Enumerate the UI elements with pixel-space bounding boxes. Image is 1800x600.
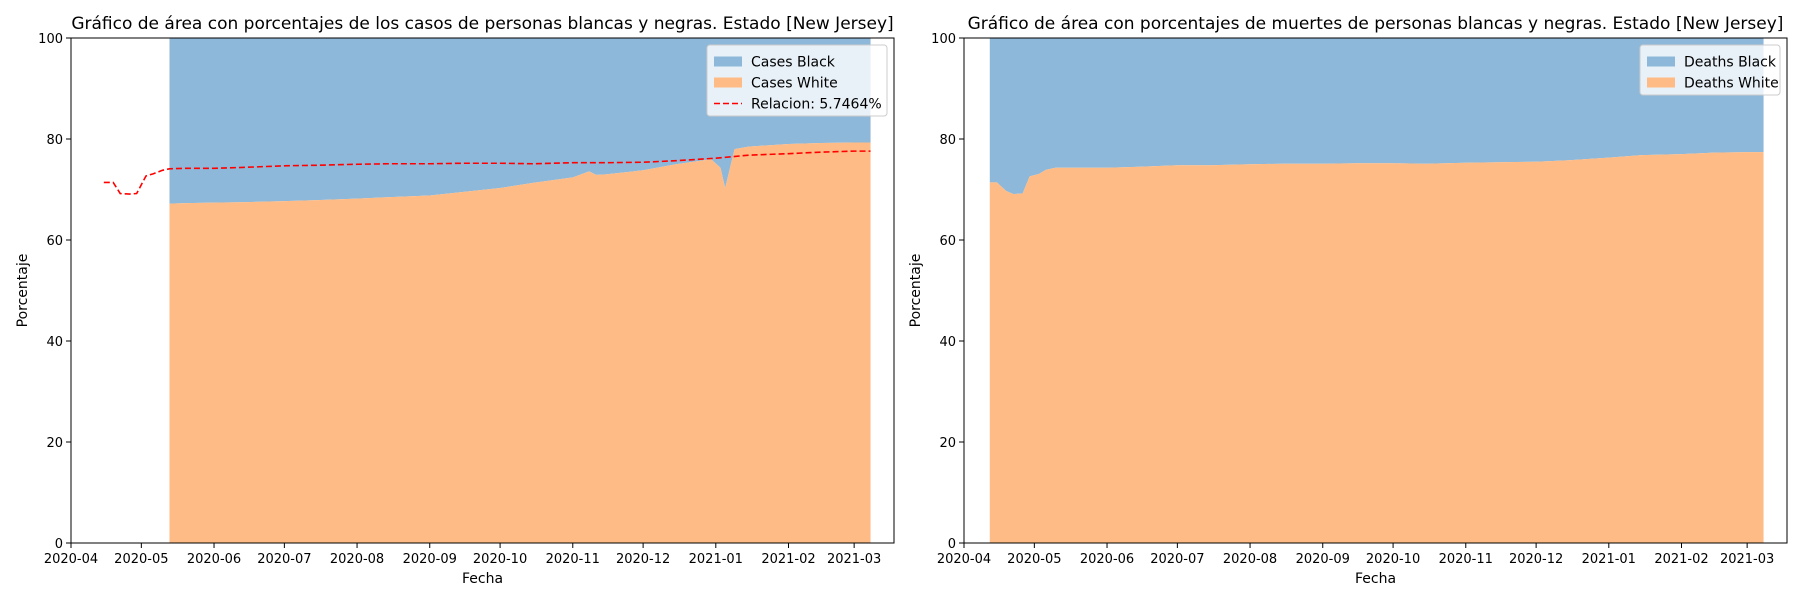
x-tick-label: 2020-04 (937, 552, 991, 567)
y-tick-label: 20 (46, 436, 63, 451)
x-tick-label: 2020-05 (114, 552, 168, 567)
chart-panel-1: 0 20 40 60 80 100 2020-04 2020-05 2020-06 2020-07… (15, 14, 895, 587)
legend-label: Deaths White (1684, 76, 1779, 92)
legend-label: Relacion: 5.7464% (751, 97, 882, 113)
x-tick-label: 2020-11 (1439, 552, 1493, 567)
axes-frame (70, 37, 895, 544)
legend-frame (706, 44, 888, 117)
y-tick-label: 20 (939, 436, 956, 451)
x-tick-label: 2020-07 (257, 552, 311, 567)
x-axis-label: Fecha (1355, 571, 1396, 587)
legend-label: Cases Black (751, 55, 836, 71)
legend: Deaths Black Deaths White (1639, 44, 1781, 96)
chart-title: Gráfico de área con porcentajes de los c… (71, 14, 893, 34)
y-tick-label: 40 (939, 335, 956, 350)
x-tick-label: 2020-04 (44, 552, 98, 567)
y-tick-label: 60 (46, 234, 63, 249)
x-tick-label: 2020-10 (473, 552, 527, 567)
x-tick-label: 2020-08 (330, 552, 384, 567)
legend-swatch (1647, 56, 1675, 67)
area-cases-black (169, 38, 871, 204)
y-tick-label: 80 (939, 133, 956, 148)
y-tick-label: 80 (46, 133, 63, 148)
legend-label: Cases White (751, 76, 838, 92)
legend: Cases Black Cases White Relacion: 5.7464% (706, 44, 888, 117)
area-deaths-black (989, 38, 1764, 195)
chart-title: Gráfico de área con porcentajes de muert… (968, 14, 1784, 34)
x-tick-label: 2020-08 (1223, 552, 1277, 567)
legend-swatch (714, 56, 742, 67)
x-tick-label: 2021-02 (1654, 552, 1708, 567)
x-tick-label: 2020-12 (616, 552, 670, 567)
x-tick-label: 2021-01 (1582, 552, 1636, 567)
y-tick-label: 100 (931, 32, 956, 47)
x-tick-label: 2021-03 (1720, 552, 1774, 567)
x-tick-label: 2021-01 (689, 552, 743, 567)
x-tick-label: 2020-09 (403, 552, 457, 567)
x-axis-label: Fecha (462, 571, 503, 587)
area-cases-white (169, 142, 871, 543)
y-tick-label: 100 (38, 32, 63, 47)
x-tick-label: 2020-12 (1509, 552, 1563, 567)
chart-panel-2: 0 20 40 60 80 100 2020-04 2020-05 2020-06 2020-07… (908, 14, 1788, 587)
x-tick-label: 2020-10 (1366, 552, 1420, 567)
y-axis-label: Porcentaje (908, 254, 924, 328)
area-deaths-white (989, 152, 1764, 543)
legend-label: Deaths Black (1684, 55, 1777, 71)
x-tick-label: 2021-03 (827, 552, 881, 567)
x-tick-label: 2020-06 (1080, 552, 1134, 567)
y-tick-label: 60 (939, 234, 956, 249)
legend-swatch (1647, 77, 1675, 88)
legend-swatch (714, 77, 742, 88)
y-tick-label: 40 (46, 335, 63, 350)
axes-frame (963, 37, 1788, 544)
x-tick-label: 2021-02 (761, 552, 815, 567)
y-axis-label: Porcentaje (15, 254, 31, 328)
x-tick-label: 2020-05 (1007, 552, 1061, 567)
relacion-line (103, 150, 871, 195)
x-tick-label: 2020-06 (187, 552, 241, 567)
x-tick-label: 2020-11 (546, 552, 600, 567)
x-tick-label: 2020-07 (1150, 552, 1204, 567)
y-tick-label: 0 (948, 537, 956, 552)
x-tick-label: 2020-09 (1296, 552, 1350, 567)
y-tick-label: 0 (55, 537, 63, 552)
